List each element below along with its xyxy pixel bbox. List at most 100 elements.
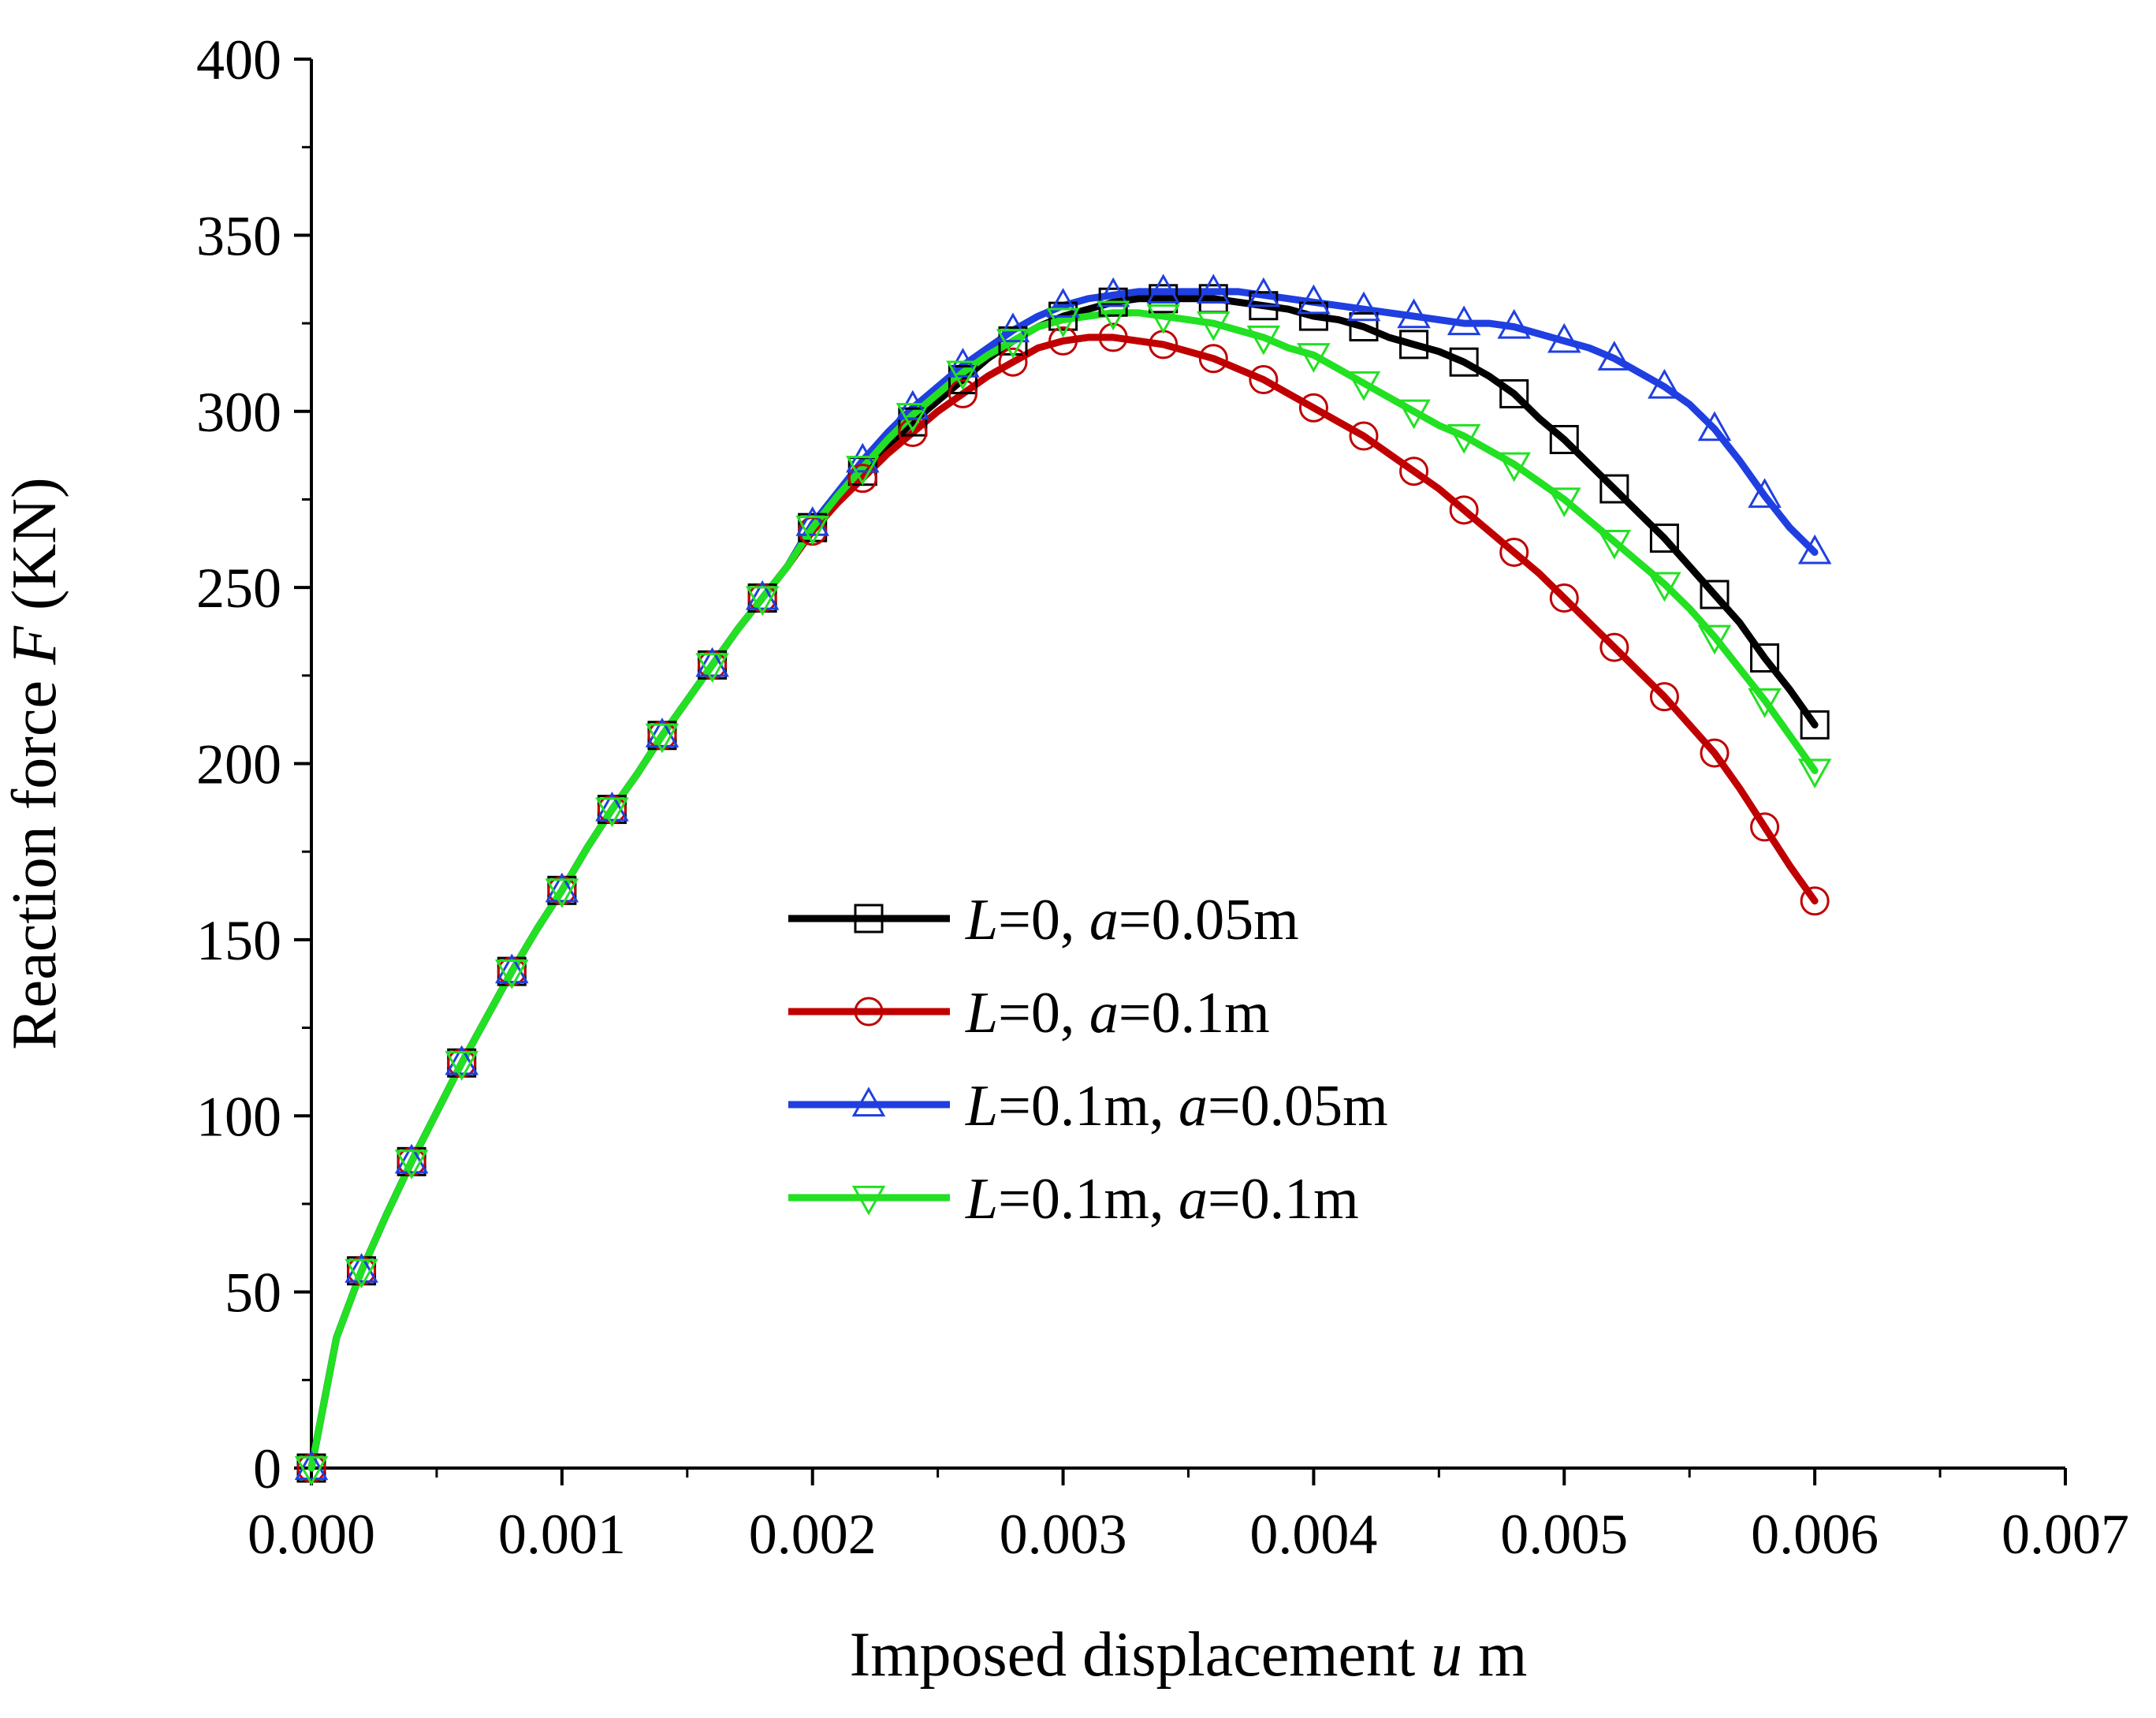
- data-point: [1449, 347, 1479, 377]
- series-markers-3: [294, 300, 1832, 1486]
- series-markers-0: [296, 284, 1830, 1483]
- x-tick-label: 0.005: [1500, 1503, 1628, 1566]
- data-point: [1697, 624, 1732, 655]
- data-point: [1547, 487, 1581, 518]
- data-point: [645, 717, 680, 747]
- data-point: [1146, 274, 1180, 304]
- x-axis-title: Imposed displacement u m: [850, 1620, 1528, 1690]
- legend-label: L=0.1m, a=0.05m: [965, 1074, 1388, 1139]
- series-line-0: [307, 295, 1819, 1472]
- legend-label: L=0.1m, a=0.1m: [965, 1167, 1359, 1232]
- data-point: [1298, 301, 1328, 331]
- y-tick-label: 400: [196, 28, 281, 91]
- data-point: [1346, 291, 1381, 322]
- data-point: [1700, 738, 1730, 768]
- data-point: [1599, 474, 1629, 504]
- y-tick-label: 350: [196, 204, 281, 267]
- data-point: [595, 791, 629, 822]
- legend-label-part: =0.05m: [1208, 1074, 1388, 1139]
- data-point: [595, 797, 629, 828]
- legend-swatch-marker: [851, 1086, 886, 1117]
- data-point: [545, 872, 579, 903]
- data-point: [645, 723, 680, 754]
- data-point: [948, 365, 977, 395]
- series-markers-2: [294, 274, 1832, 1481]
- data-point: [1599, 632, 1629, 662]
- legend-swatch-marker: [854, 904, 884, 934]
- data-point: [1197, 274, 1231, 304]
- y-tick-label: 150: [196, 909, 281, 972]
- legend-label-part: L: [965, 981, 998, 1045]
- legend-label-part: =0.1m: [1208, 1167, 1359, 1232]
- legend-item-1: L=0, a=0.1m: [788, 981, 1270, 1045]
- legend-label-part: L: [965, 1167, 998, 1232]
- y-axis-title-prefix: Reaction force: [0, 665, 69, 1050]
- data-point: [294, 1455, 329, 1486]
- data-point: [1797, 758, 1832, 789]
- data-point: [1750, 643, 1780, 673]
- legend-swatch-marker: [851, 1185, 886, 1216]
- y-tick-label: 100: [196, 1085, 281, 1148]
- legend-label-part: a: [1089, 888, 1119, 952]
- data-point: [1048, 326, 1078, 356]
- data-point: [1096, 277, 1130, 307]
- data-point: [745, 586, 780, 617]
- series-markers: [294, 274, 1832, 1486]
- data-point: [495, 959, 529, 989]
- data-point: [946, 348, 980, 378]
- legend-label-part: =0.1m,: [998, 1074, 1179, 1139]
- x-axis-title-suffix: m: [1462, 1620, 1527, 1690]
- data-point: [1748, 478, 1782, 509]
- legend-label-part: =0.1m: [1119, 981, 1270, 1045]
- data-point: [1349, 312, 1379, 342]
- x-tick-label: 0.006: [1751, 1503, 1879, 1566]
- legend-swatch-marker: [854, 997, 884, 1027]
- data-point: [1547, 322, 1581, 353]
- data-point: [1297, 284, 1331, 315]
- data-point: [394, 1150, 429, 1179]
- data-point: [1700, 579, 1730, 609]
- data-point: [1246, 325, 1281, 356]
- legend-label-part: L: [965, 1074, 998, 1139]
- data-point: [948, 378, 977, 408]
- data-point: [394, 1143, 429, 1174]
- axis-labels: Imposed displacement u m Reaction force F…: [0, 477, 1527, 1690]
- data-point: [1549, 583, 1579, 613]
- data-point: [996, 312, 1030, 343]
- data-point: [1447, 423, 1481, 454]
- legend-label-part: a: [1179, 1167, 1208, 1232]
- data-point: [1649, 682, 1679, 712]
- data-point: [846, 442, 880, 473]
- legend-label: L=0, a=0.05m: [965, 888, 1299, 952]
- data-point: [1098, 322, 1128, 352]
- data-point: [1499, 537, 1529, 567]
- data-point: [695, 653, 729, 684]
- series-line-3: [307, 309, 1819, 1472]
- data-point: [1750, 812, 1780, 842]
- data-point: [745, 579, 780, 610]
- data-point: [1800, 886, 1830, 916]
- data-point: [1748, 688, 1782, 718]
- data-point: [1297, 343, 1331, 373]
- x-tick-label: 0.001: [498, 1503, 626, 1566]
- data-point: [998, 347, 1028, 377]
- data-point: [1197, 311, 1231, 341]
- legend-label-part: =0,: [998, 981, 1089, 1045]
- data-point: [1246, 277, 1281, 307]
- data-point: [1298, 393, 1328, 423]
- legend-label-part: =0.1m,: [998, 1167, 1179, 1232]
- x-tick-label: 0.000: [248, 1503, 375, 1566]
- data-point: [445, 1045, 478, 1075]
- data-point: [1649, 524, 1679, 553]
- data-point: [946, 360, 980, 391]
- data-point: [1648, 572, 1681, 602]
- x-tick-label: 0.002: [749, 1503, 877, 1566]
- data-point: [1399, 330, 1429, 360]
- y-axis-title-var: F: [0, 625, 69, 665]
- legend-label-part: =0,: [998, 888, 1089, 952]
- data-point: [1597, 529, 1632, 560]
- y-tick-label: 0: [253, 1437, 281, 1500]
- x-axis-title-var: u: [1431, 1620, 1462, 1690]
